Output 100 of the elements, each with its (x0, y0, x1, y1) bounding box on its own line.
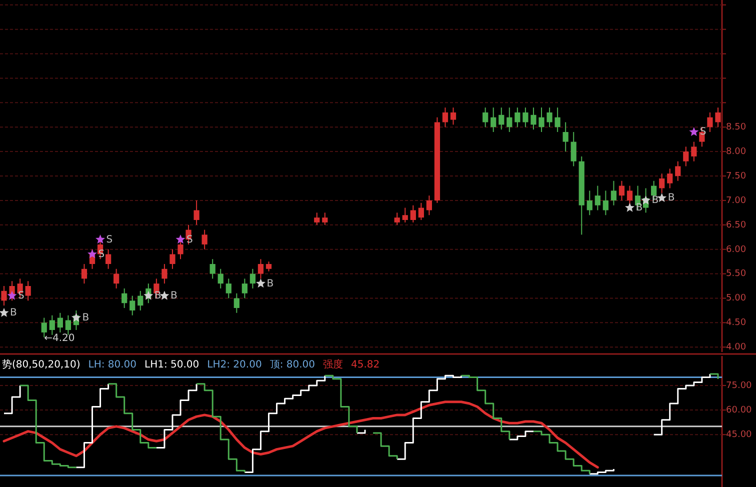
candlestick (394, 212, 400, 226)
data-label: B (266, 278, 274, 290)
candlestick (322, 212, 328, 226)
candlestick (450, 107, 456, 126)
candlestick (538, 107, 544, 132)
candlestick (242, 278, 248, 299)
y-tick-label: 7.50 (726, 171, 746, 182)
candlestick (178, 239, 184, 260)
y-tick-label: 7.00 (726, 196, 746, 206)
candlestick (594, 185, 600, 211)
candlestick (170, 248, 176, 270)
candlestick (602, 190, 608, 216)
candlestick (266, 261, 272, 272)
candlestick (442, 107, 448, 128)
candlestick (651, 180, 657, 201)
y-tick-label: 6.50 (726, 220, 746, 230)
y-tick-label: 8.50 (726, 122, 746, 133)
candlestick (114, 268, 120, 289)
point (624, 202, 634, 212)
candlestick (514, 107, 520, 128)
annotation: LH: 80.00 (88, 360, 137, 371)
candlestick (162, 264, 168, 284)
candlestick (610, 180, 617, 206)
y-tick-label: 8.00 (726, 147, 746, 158)
candlestick (202, 229, 208, 250)
candlestick (691, 141, 697, 162)
annotation: 45.82 (351, 360, 380, 371)
candlestick (586, 190, 592, 216)
candlestick (546, 107, 552, 128)
candlestick (659, 173, 665, 194)
point (96, 234, 106, 244)
candlestick (210, 258, 216, 280)
data-label: B (668, 192, 675, 204)
data-label: B (636, 202, 643, 214)
candlestick (138, 290, 144, 311)
y-tick-label: 6.00 (726, 244, 746, 255)
candlestick (426, 195, 432, 216)
point (144, 290, 154, 300)
candlestick (130, 295, 136, 316)
candlestick (1, 286, 7, 306)
candlestick (25, 280, 31, 302)
point (88, 249, 98, 258)
candlestick (410, 204, 416, 223)
y-tick-label: 4.50 (726, 318, 746, 328)
candlestick (418, 202, 424, 220)
candlestick (562, 122, 568, 152)
annotation: LH2: 20.00 (207, 360, 262, 371)
point (657, 193, 667, 202)
candlestick (498, 107, 504, 130)
annotation: 顶: 80.00 (270, 360, 315, 371)
annotation: LH1: 50.00 (144, 360, 200, 371)
candlestick (218, 268, 224, 289)
candlestick (105, 248, 112, 270)
line-series (2, 400, 599, 469)
y-tick-label: 75.00 (726, 380, 752, 391)
annotation: 势(80,50,20,10) (2, 358, 80, 371)
candlestick (57, 312, 63, 333)
data-label: B (170, 290, 178, 302)
candlestick (49, 314, 55, 336)
candlestick (715, 107, 721, 128)
point (7, 290, 17, 300)
y-tick-label: 5.00 (726, 294, 746, 304)
y-tick-label: 4.00 (726, 342, 746, 353)
y-tick-label: 45.00 (726, 430, 752, 440)
candlestick (258, 258, 264, 280)
data-label: B (82, 312, 90, 324)
candlestick (554, 107, 560, 132)
y-tick-label: 60.00 (726, 405, 752, 416)
candlestick (626, 185, 633, 206)
candlestick (522, 107, 528, 128)
candlestick (234, 292, 240, 314)
candlestick (482, 107, 488, 128)
candlestick (618, 180, 625, 201)
candlestick (226, 278, 232, 299)
data-label: B (652, 195, 659, 206)
candlestick (667, 168, 673, 189)
y-tick-label: 5.50 (726, 269, 746, 280)
candlestick (194, 200, 200, 226)
point (256, 278, 266, 288)
candlestick (683, 146, 689, 167)
data-label: B (10, 308, 18, 319)
annotation: 强度 (323, 358, 343, 371)
point (71, 312, 81, 322)
candlestick (314, 212, 320, 226)
point (0, 308, 9, 317)
candlestick (490, 107, 496, 132)
data-label: S (98, 248, 105, 260)
candlestick (570, 132, 576, 167)
point (176, 234, 186, 244)
candlestick (65, 314, 71, 336)
data-label: S (106, 234, 113, 246)
point (160, 290, 170, 300)
candlestick (122, 288, 128, 308)
candlestick (250, 268, 256, 289)
candlestick (707, 112, 713, 132)
point (689, 127, 699, 136)
point (641, 195, 651, 204)
annotation: ←4.20 (44, 333, 75, 344)
candlestick (675, 160, 681, 182)
candlestick (402, 207, 408, 223)
